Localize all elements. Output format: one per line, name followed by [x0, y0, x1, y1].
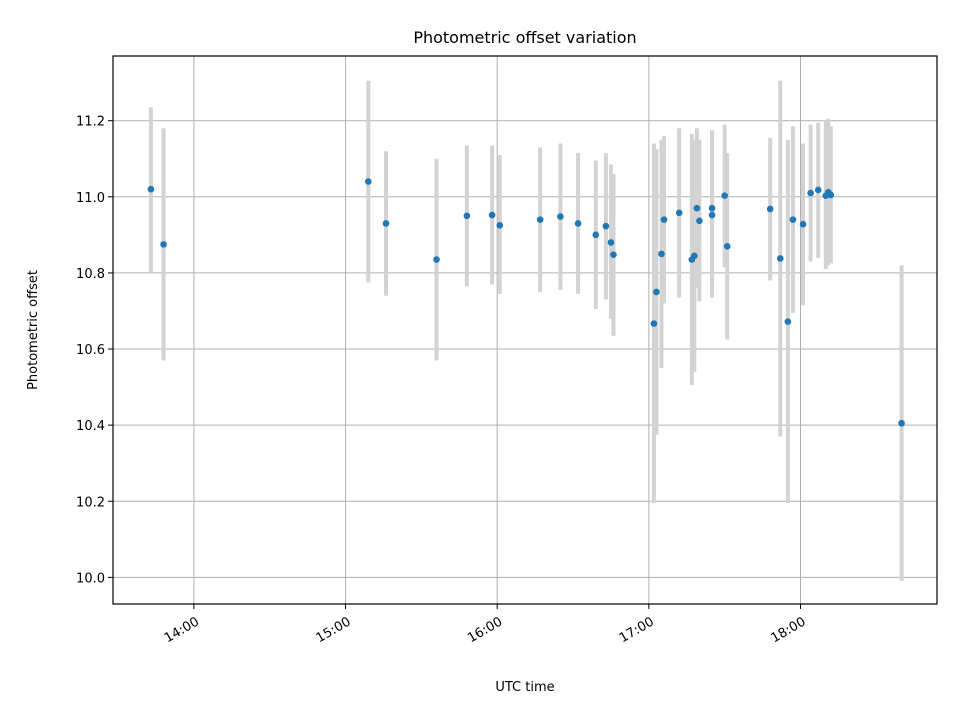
data-point: [814, 186, 822, 194]
data-point: [723, 242, 731, 250]
data-point: [658, 250, 665, 258]
y-tick-label: 11.2: [76, 115, 105, 130]
data-point: [660, 216, 668, 223]
data-point: [496, 222, 504, 229]
plot-frame: [112, 55, 938, 605]
error-bars: [148, 80, 904, 582]
data-point: [766, 205, 774, 213]
x-tick-label: 14:00: [162, 614, 202, 646]
data-point: [691, 252, 698, 260]
data-point: [364, 178, 372, 185]
data-point: [776, 255, 784, 262]
data-point: [827, 191, 835, 199]
data-point: [708, 204, 716, 212]
data-point: [653, 288, 660, 296]
data-point: [488, 211, 496, 219]
data-point: [650, 320, 658, 327]
y-tick-label: 11.0: [76, 191, 105, 206]
data-point: [557, 213, 564, 220]
data-point: [721, 192, 728, 199]
y-tick-label: 10.2: [76, 495, 105, 510]
data-point: [602, 222, 610, 230]
grid-lines: [113, 56, 937, 604]
x-tick-label: 17:00: [617, 614, 657, 646]
x-tick-label: 16:00: [465, 614, 505, 646]
x-axis-ticks: 14:00 15:00 16:00 17:00 18:00: [162, 604, 809, 646]
y-tick-label: 10.4: [76, 419, 105, 434]
data-point: [574, 220, 582, 227]
data-point: [607, 239, 615, 246]
data-point: [382, 220, 390, 227]
x-tick-label: 15:00: [314, 614, 354, 646]
data-markers: [147, 178, 905, 427]
y-axis-ticks: 10.0 10.2 10.4 10.6 10.8 11.0 11.2: [76, 115, 113, 586]
data-point: [696, 217, 703, 225]
data-point: [433, 256, 440, 263]
data-point: [610, 251, 617, 258]
data-point: [898, 419, 905, 427]
data-point: [799, 220, 807, 228]
y-axis-label: Photometric offset: [26, 270, 41, 390]
data-point: [463, 212, 471, 220]
data-point: [784, 318, 792, 325]
data-point: [693, 204, 701, 212]
data-point: [789, 216, 797, 223]
chart-title: Photometric offset variation: [413, 28, 636, 47]
data-point: [708, 211, 716, 219]
y-tick-label: 10.0: [76, 571, 105, 586]
data-point: [536, 216, 544, 223]
y-tick-label: 10.6: [76, 343, 105, 358]
data-point: [147, 185, 155, 193]
data-point: [592, 231, 600, 239]
x-axis-label: UTC time: [495, 680, 554, 695]
data-point: [807, 189, 814, 197]
y-tick-label: 10.8: [76, 267, 105, 282]
data-point: [675, 209, 683, 217]
data-point: [160, 241, 167, 248]
x-tick-label: 18:00: [769, 614, 809, 646]
